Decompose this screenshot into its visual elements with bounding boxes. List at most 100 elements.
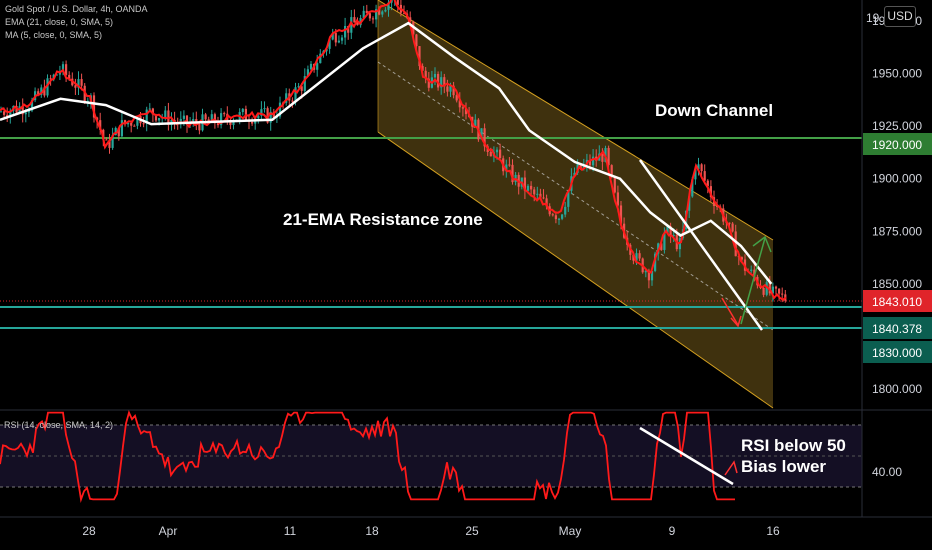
candle-body [49, 78, 52, 80]
candle-body [396, 0, 399, 5]
time-axis[interactable]: 28 Apr 11 18 25 May 9 16 [82, 524, 780, 538]
candle-body [213, 114, 216, 124]
price-tick-label-top: 19 [866, 11, 880, 25]
candle-body [418, 46, 421, 67]
candle-body [182, 115, 185, 119]
price-pane[interactable]: Down Channel 21-EMA Resistance zone [0, 0, 862, 409]
candle-body [9, 110, 12, 118]
candle-body [260, 109, 263, 116]
candle-body [223, 113, 226, 115]
candle-body [142, 123, 145, 125]
rsi-arrow-red [724, 460, 738, 476]
candle-body [198, 123, 201, 131]
candle-body [68, 74, 71, 79]
price-tick-label: 1800.000 [872, 382, 922, 396]
candle-body [616, 192, 619, 206]
candle-body [508, 164, 511, 166]
channel-upper-line [377, 0, 774, 241]
candle-body [762, 287, 765, 295]
candle-body [306, 69, 309, 77]
candle-body [601, 153, 604, 162]
price-tags: 1920.000 1843.010 1840.378 1830.000 [863, 133, 932, 363]
candle-body [557, 218, 561, 220]
candle-body [446, 86, 449, 92]
candle-body [263, 108, 266, 110]
candle-body [241, 108, 244, 113]
candle-body [415, 34, 418, 47]
time-tick-label: 18 [365, 524, 379, 538]
candle-body [523, 177, 526, 191]
candle-body [272, 111, 275, 118]
candle-body [455, 95, 458, 101]
candle-body [353, 17, 356, 23]
candle-body [61, 64, 65, 72]
candle-body [753, 269, 756, 277]
candle-body [402, 12, 406, 14]
candle-body [278, 102, 282, 117]
price-tag-box [863, 290, 932, 312]
ema21-line [0, 21, 773, 285]
candle-body [750, 269, 753, 271]
candle-body [192, 119, 195, 123]
channel-lower-line [377, 131, 774, 409]
candle-body [309, 63, 313, 70]
candle-body [440, 77, 443, 88]
candle-body [86, 100, 89, 102]
candle-body [716, 206, 719, 208]
candle-body [489, 151, 492, 157]
candle-body [635, 253, 638, 261]
candle-body [24, 112, 27, 115]
candle-body [647, 270, 650, 281]
candle-body [480, 128, 483, 140]
candle-body [452, 85, 455, 96]
candle-body [505, 164, 508, 172]
rsi-pane[interactable]: RSI below 50 Bias lower RSI (14, close, … [0, 409, 862, 503]
down-channel-label: Down Channel [655, 101, 773, 120]
rsi-band [0, 425, 862, 487]
candle-body [285, 93, 288, 103]
candle-body [127, 122, 130, 125]
candle-body [350, 17, 353, 33]
candle-body [564, 206, 567, 215]
candle-body [700, 164, 703, 172]
candle-body [390, 0, 393, 3]
candle-body [499, 149, 502, 159]
candle-body [185, 115, 189, 125]
candle-body [638, 253, 641, 259]
candle-body [495, 149, 499, 153]
time-tick-label: May [559, 524, 582, 538]
price-tick-label: 1875.000 [872, 224, 922, 238]
candle-body [30, 100, 34, 111]
candle-body [427, 78, 430, 88]
price-tag-box [863, 341, 932, 363]
price-tag-label: 1920.000 [872, 138, 922, 152]
rsi-line [0, 409, 735, 503]
candle-body [437, 73, 440, 88]
candle-body [316, 63, 319, 70]
candle-body [588, 159, 592, 166]
candle-body [148, 108, 151, 110]
price-tick-label: 1950.000 [872, 67, 922, 81]
candle-body [251, 121, 254, 124]
rsi-trendline [639, 426, 734, 486]
rsi-note-line2: Bias lower [741, 457, 826, 476]
currency-button[interactable]: USD [884, 6, 916, 27]
candle-body [3, 111, 6, 115]
candle-body [158, 118, 161, 121]
candle-body [151, 108, 154, 115]
candle-body [328, 39, 331, 49]
candle-body [291, 100, 294, 102]
candle-body [154, 114, 158, 121]
candle-body [474, 119, 477, 127]
candle-body [691, 179, 694, 197]
arrow-down-red-head [730, 315, 742, 328]
candle-body [375, 9, 378, 20]
candle-body [378, 9, 381, 15]
candle-body [768, 282, 771, 294]
candle-body [539, 193, 542, 198]
time-tick-label: 11 [284, 524, 297, 538]
price-tag-box [863, 317, 932, 339]
candle-body [607, 147, 610, 166]
rsi-level-label: 40.00 [872, 465, 902, 479]
candle-body [483, 128, 486, 147]
